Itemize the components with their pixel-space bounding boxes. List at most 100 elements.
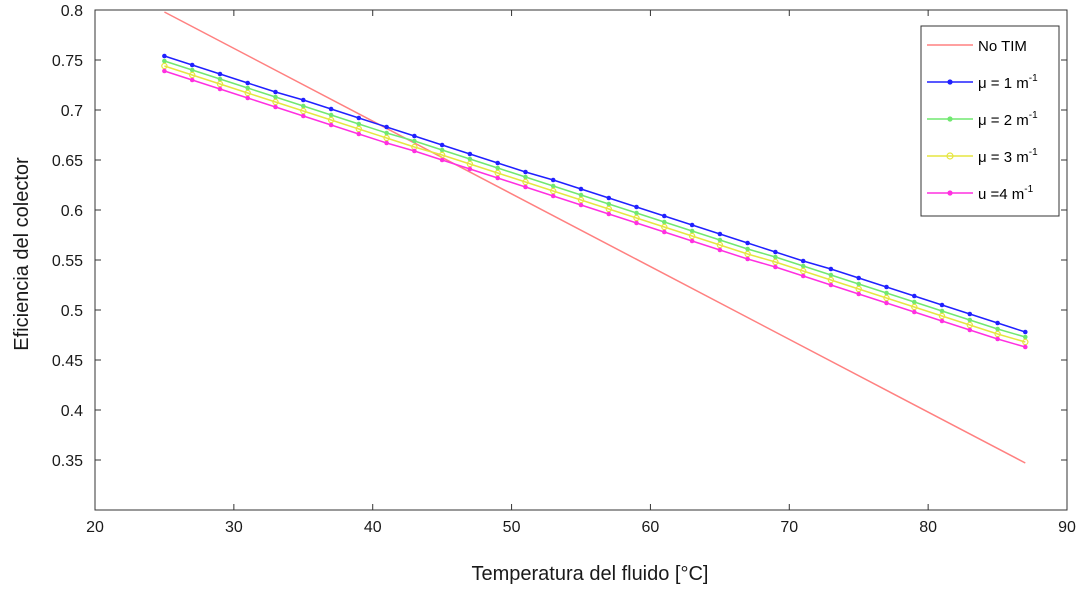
data-point xyxy=(939,302,945,308)
data-point xyxy=(273,89,278,95)
data-point xyxy=(938,312,946,320)
data-point xyxy=(884,290,889,296)
legend-label-main: u =4 m xyxy=(978,186,1024,203)
data-point xyxy=(1023,329,1028,335)
data-point xyxy=(384,140,389,146)
data-point xyxy=(578,192,584,198)
y-tick-label: 0.45 xyxy=(52,353,83,370)
legend-label-superscript: -1 xyxy=(1029,110,1038,121)
data-point xyxy=(273,94,278,100)
y-tick-label: 0.55 xyxy=(52,253,83,270)
data-point xyxy=(467,166,473,172)
data-point xyxy=(356,131,362,137)
data-point xyxy=(995,336,1000,342)
data-point xyxy=(773,249,778,255)
data-point xyxy=(550,177,556,183)
data-point xyxy=(217,76,223,82)
data-point xyxy=(856,281,861,287)
data-point xyxy=(384,130,389,136)
data-point xyxy=(800,258,806,264)
data-point xyxy=(634,220,639,226)
data-point xyxy=(662,219,667,225)
series-4 xyxy=(161,62,1029,346)
data-point xyxy=(828,272,834,278)
data-point xyxy=(301,113,306,119)
legend-label: μ = 1 m-1 xyxy=(978,73,1038,92)
data-point xyxy=(939,318,945,324)
data-point xyxy=(216,80,224,88)
legend-entry: No TIM xyxy=(927,38,1027,55)
series-line xyxy=(164,65,1026,343)
data-point xyxy=(745,256,750,262)
y-axis-ticks: 0.35 0.4 0.45 0.5 0.55 0.6 0.65 0.7 0.75 0.8 xyxy=(52,3,1067,470)
data-point xyxy=(438,151,446,159)
data-point xyxy=(245,80,250,86)
data-point xyxy=(606,195,612,201)
data-point xyxy=(245,85,250,91)
y-tick-label: 0.6 xyxy=(61,203,83,220)
y-tick-label: 0.7 xyxy=(61,103,83,120)
data-point xyxy=(189,62,195,68)
data-point xyxy=(717,247,723,253)
data-point xyxy=(745,246,750,252)
data-point xyxy=(828,266,834,272)
legend-label-main: μ = 2 m xyxy=(978,112,1029,129)
data-point xyxy=(383,134,390,142)
data-point xyxy=(439,142,445,148)
data-point xyxy=(800,263,806,269)
x-tick-label: 20 xyxy=(86,519,104,536)
x-axis-title: Temperatura del fluido [°C] xyxy=(471,563,708,585)
data-point xyxy=(1023,344,1028,350)
data-point xyxy=(495,160,501,166)
plot-area xyxy=(94,9,1068,511)
data-point xyxy=(662,229,667,235)
legend-swatch-marker xyxy=(947,116,953,122)
x-tick-label: 90 xyxy=(1058,519,1076,536)
data-point xyxy=(356,121,362,127)
data-point xyxy=(467,156,473,162)
data-point xyxy=(689,222,695,228)
series-5 xyxy=(162,68,1028,350)
legend-entry: μ = 1 m-1 xyxy=(927,73,1038,92)
legend-label-superscript: -1 xyxy=(1029,73,1038,84)
y-axis-title: Eficiencia del colector xyxy=(11,157,33,351)
data-point xyxy=(967,311,973,317)
data-point xyxy=(550,183,556,189)
data-point xyxy=(495,165,501,171)
data-point xyxy=(939,308,945,314)
x-tick-label: 30 xyxy=(225,519,243,536)
data-point xyxy=(550,193,556,199)
data-point xyxy=(217,71,223,77)
x-tick-label: 70 xyxy=(780,519,798,536)
legend-label: u =4 m-1 xyxy=(978,184,1034,203)
data-point xyxy=(162,58,167,64)
data-point xyxy=(828,282,834,288)
data-point xyxy=(327,116,335,124)
data-point xyxy=(716,241,724,249)
data-point xyxy=(189,77,195,83)
series-2 xyxy=(162,53,1028,335)
legend-label-superscript: -1 xyxy=(1024,184,1033,195)
data-point xyxy=(856,291,861,297)
data-point xyxy=(856,275,861,281)
data-point xyxy=(994,330,1001,338)
data-point xyxy=(967,317,973,323)
data-point xyxy=(273,104,278,110)
data-point xyxy=(245,95,250,101)
data-point xyxy=(523,174,528,180)
data-point xyxy=(912,299,917,305)
series-line xyxy=(164,11,1026,464)
legend-box xyxy=(920,25,1060,217)
data-point xyxy=(717,237,723,243)
series-3 xyxy=(162,58,1028,340)
y-tick-label: 0.5 xyxy=(61,303,83,320)
x-tick-label: 40 xyxy=(364,519,382,536)
legend-swatch-marker xyxy=(947,79,953,85)
legend-entry: μ = 3 m-1 xyxy=(927,147,1038,166)
data-point xyxy=(884,300,889,306)
data-point xyxy=(577,196,585,204)
y-tick-label: 0.65 xyxy=(52,153,83,170)
data-point xyxy=(744,250,751,258)
